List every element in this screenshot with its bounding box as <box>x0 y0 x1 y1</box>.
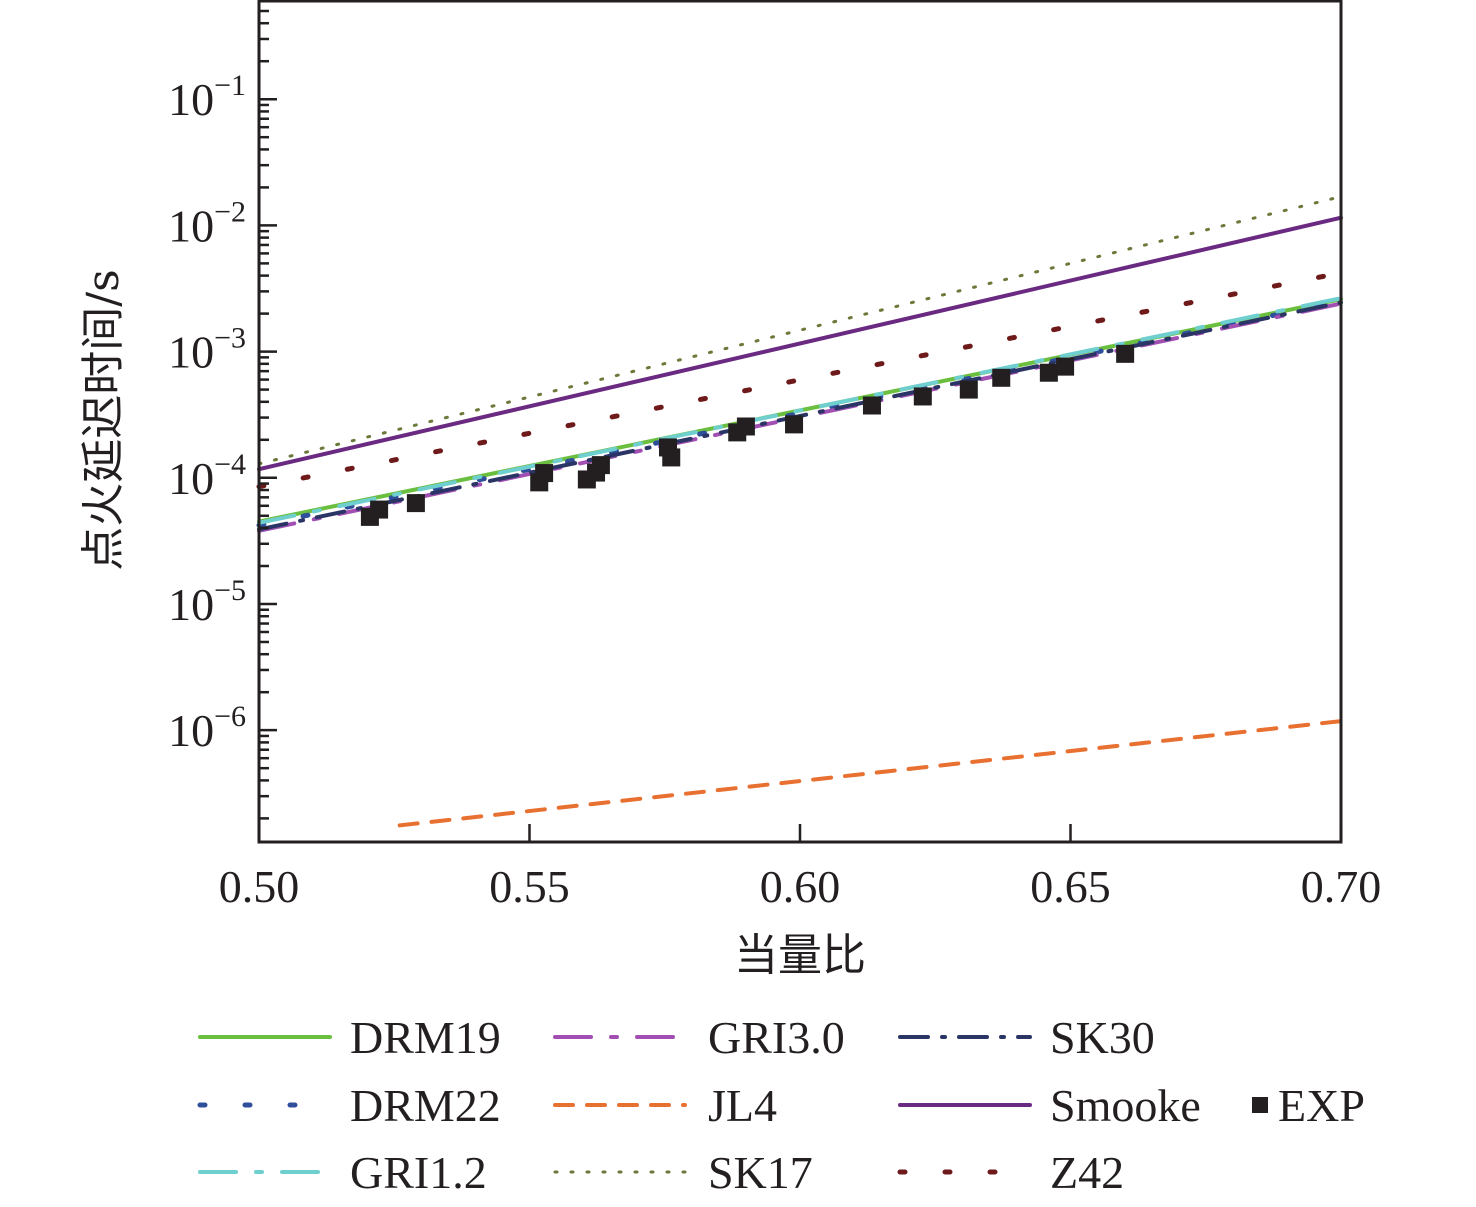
legend-label-gri3-0: GRI3.0 <box>708 1012 845 1063</box>
exp-point <box>535 464 554 483</box>
x-tick-label: 0.70 <box>1301 861 1382 912</box>
series-line-gri1-2 <box>257 296 1343 525</box>
series-line-smooke <box>257 215 1343 472</box>
legend-label-jl4: JL4 <box>708 1080 777 1131</box>
exp-point <box>1116 344 1135 363</box>
exp-markers-group <box>360 344 1135 526</box>
legend-label-smooke: Smooke <box>1050 1080 1201 1131</box>
legend-label-drm19: DRM19 <box>350 1012 501 1063</box>
exp-point <box>736 417 755 436</box>
y-tick-base: 10 <box>168 579 214 630</box>
exp-point <box>1039 363 1058 382</box>
y-tick-label: 10−4 <box>168 448 246 504</box>
legend-label-exp: EXP <box>1278 1080 1365 1131</box>
exp-point <box>370 500 389 519</box>
exp-point <box>406 494 425 513</box>
exp-point <box>591 456 610 475</box>
legend-label-z42: Z42 <box>1050 1147 1124 1198</box>
series-line-z42 <box>256 270 1344 490</box>
x-tick-label: 0.60 <box>760 861 841 912</box>
y-axis-ticks <box>259 9 277 820</box>
y-tick-label: 10−5 <box>168 574 246 630</box>
x-tick-label: 0.55 <box>489 861 570 912</box>
series-line-jl4 <box>397 719 1343 828</box>
series-line-drm22 <box>256 298 1344 528</box>
y-tick-label: 10−6 <box>168 700 246 756</box>
exp-point <box>862 396 881 415</box>
y-tick-base: 10 <box>168 705 214 756</box>
y-axis-title: 点火延迟时间/s <box>78 269 129 570</box>
y-tick-exponent: −6 <box>214 700 246 733</box>
y-tick-exponent: −5 <box>214 574 246 607</box>
exp-point <box>785 415 804 434</box>
exp-point <box>1056 357 1075 376</box>
exp-point <box>992 368 1011 387</box>
y-tick-base: 10 <box>168 74 214 125</box>
series-line-sk17 <box>257 195 1343 466</box>
x-axis-tick-labels: 0.50 0.55 0.60 0.65 0.70 <box>219 861 1382 912</box>
exp-point <box>662 448 681 467</box>
legend-label-sk17: SK17 <box>708 1147 813 1198</box>
y-tick-exponent: −2 <box>214 195 246 228</box>
y-tick-label: 10−3 <box>168 322 246 378</box>
x-tick-label: 0.65 <box>1030 861 1111 912</box>
y-tick-base: 10 <box>168 453 214 504</box>
y-tick-exponent: −1 <box>214 69 246 102</box>
exp-point <box>913 387 932 406</box>
x-tick-label: 0.50 <box>219 861 300 912</box>
y-tick-base: 10 <box>168 327 214 378</box>
x-axis-title: 当量比 <box>734 930 866 981</box>
y-tick-label: 10−1 <box>168 69 246 125</box>
legend-label-gri1-2: GRI1.2 <box>350 1147 487 1198</box>
legend-label-sk30: SK30 <box>1050 1012 1155 1063</box>
legend-exp-marker <box>1252 1097 1268 1113</box>
y-tick-base: 10 <box>168 200 214 251</box>
y-tick-label: 10−2 <box>168 195 246 251</box>
y-tick-exponent: −3 <box>214 322 246 355</box>
legend: DRM19 GRI3.0 SK30 DRM22 JL4 Smooke EXP GRI1.2 SK… <box>197 1012 1365 1198</box>
y-axis-tick-labels: 10−110−210−310−410−510−6 <box>168 69 246 756</box>
y-tick-exponent: −4 <box>214 448 246 481</box>
legend-label-drm22: DRM22 <box>350 1080 501 1131</box>
x-axis-ticks <box>257 824 1343 842</box>
exp-point <box>959 380 978 399</box>
